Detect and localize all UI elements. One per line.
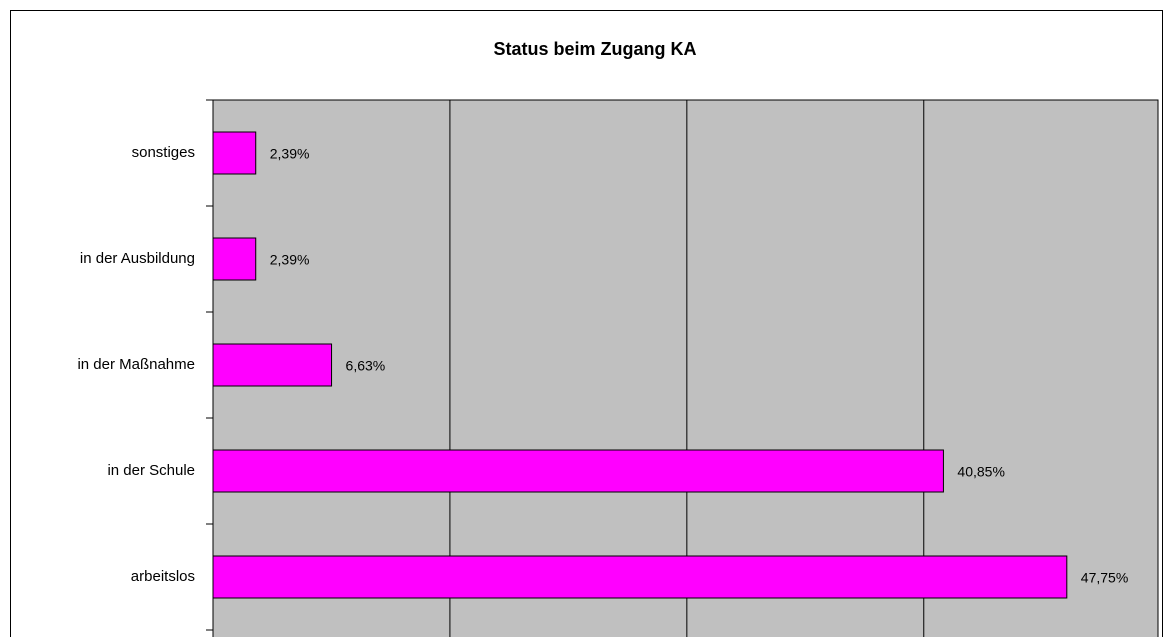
bar xyxy=(212,555,1068,599)
bar xyxy=(212,237,257,281)
value-label: 2,39% xyxy=(270,146,310,162)
value-label: 47,75% xyxy=(1081,570,1128,586)
value-label: 2,39% xyxy=(270,252,310,268)
bar xyxy=(212,343,333,387)
y-tick-label: in der Ausbildung xyxy=(80,250,195,267)
value-label: 6,63% xyxy=(346,358,386,374)
bar xyxy=(212,449,944,493)
plot-area xyxy=(212,99,1159,637)
y-tick-label: in der Maßnahme xyxy=(77,356,195,373)
y-tick-label: arbeitslos xyxy=(131,568,195,585)
y-tick-label: sonstiges xyxy=(132,144,195,161)
y-tick-label: in der Schule xyxy=(107,462,195,479)
chart-title: Status beim Zugang KA xyxy=(493,39,696,59)
bar xyxy=(212,131,257,175)
value-label: 40,85% xyxy=(957,464,1004,480)
